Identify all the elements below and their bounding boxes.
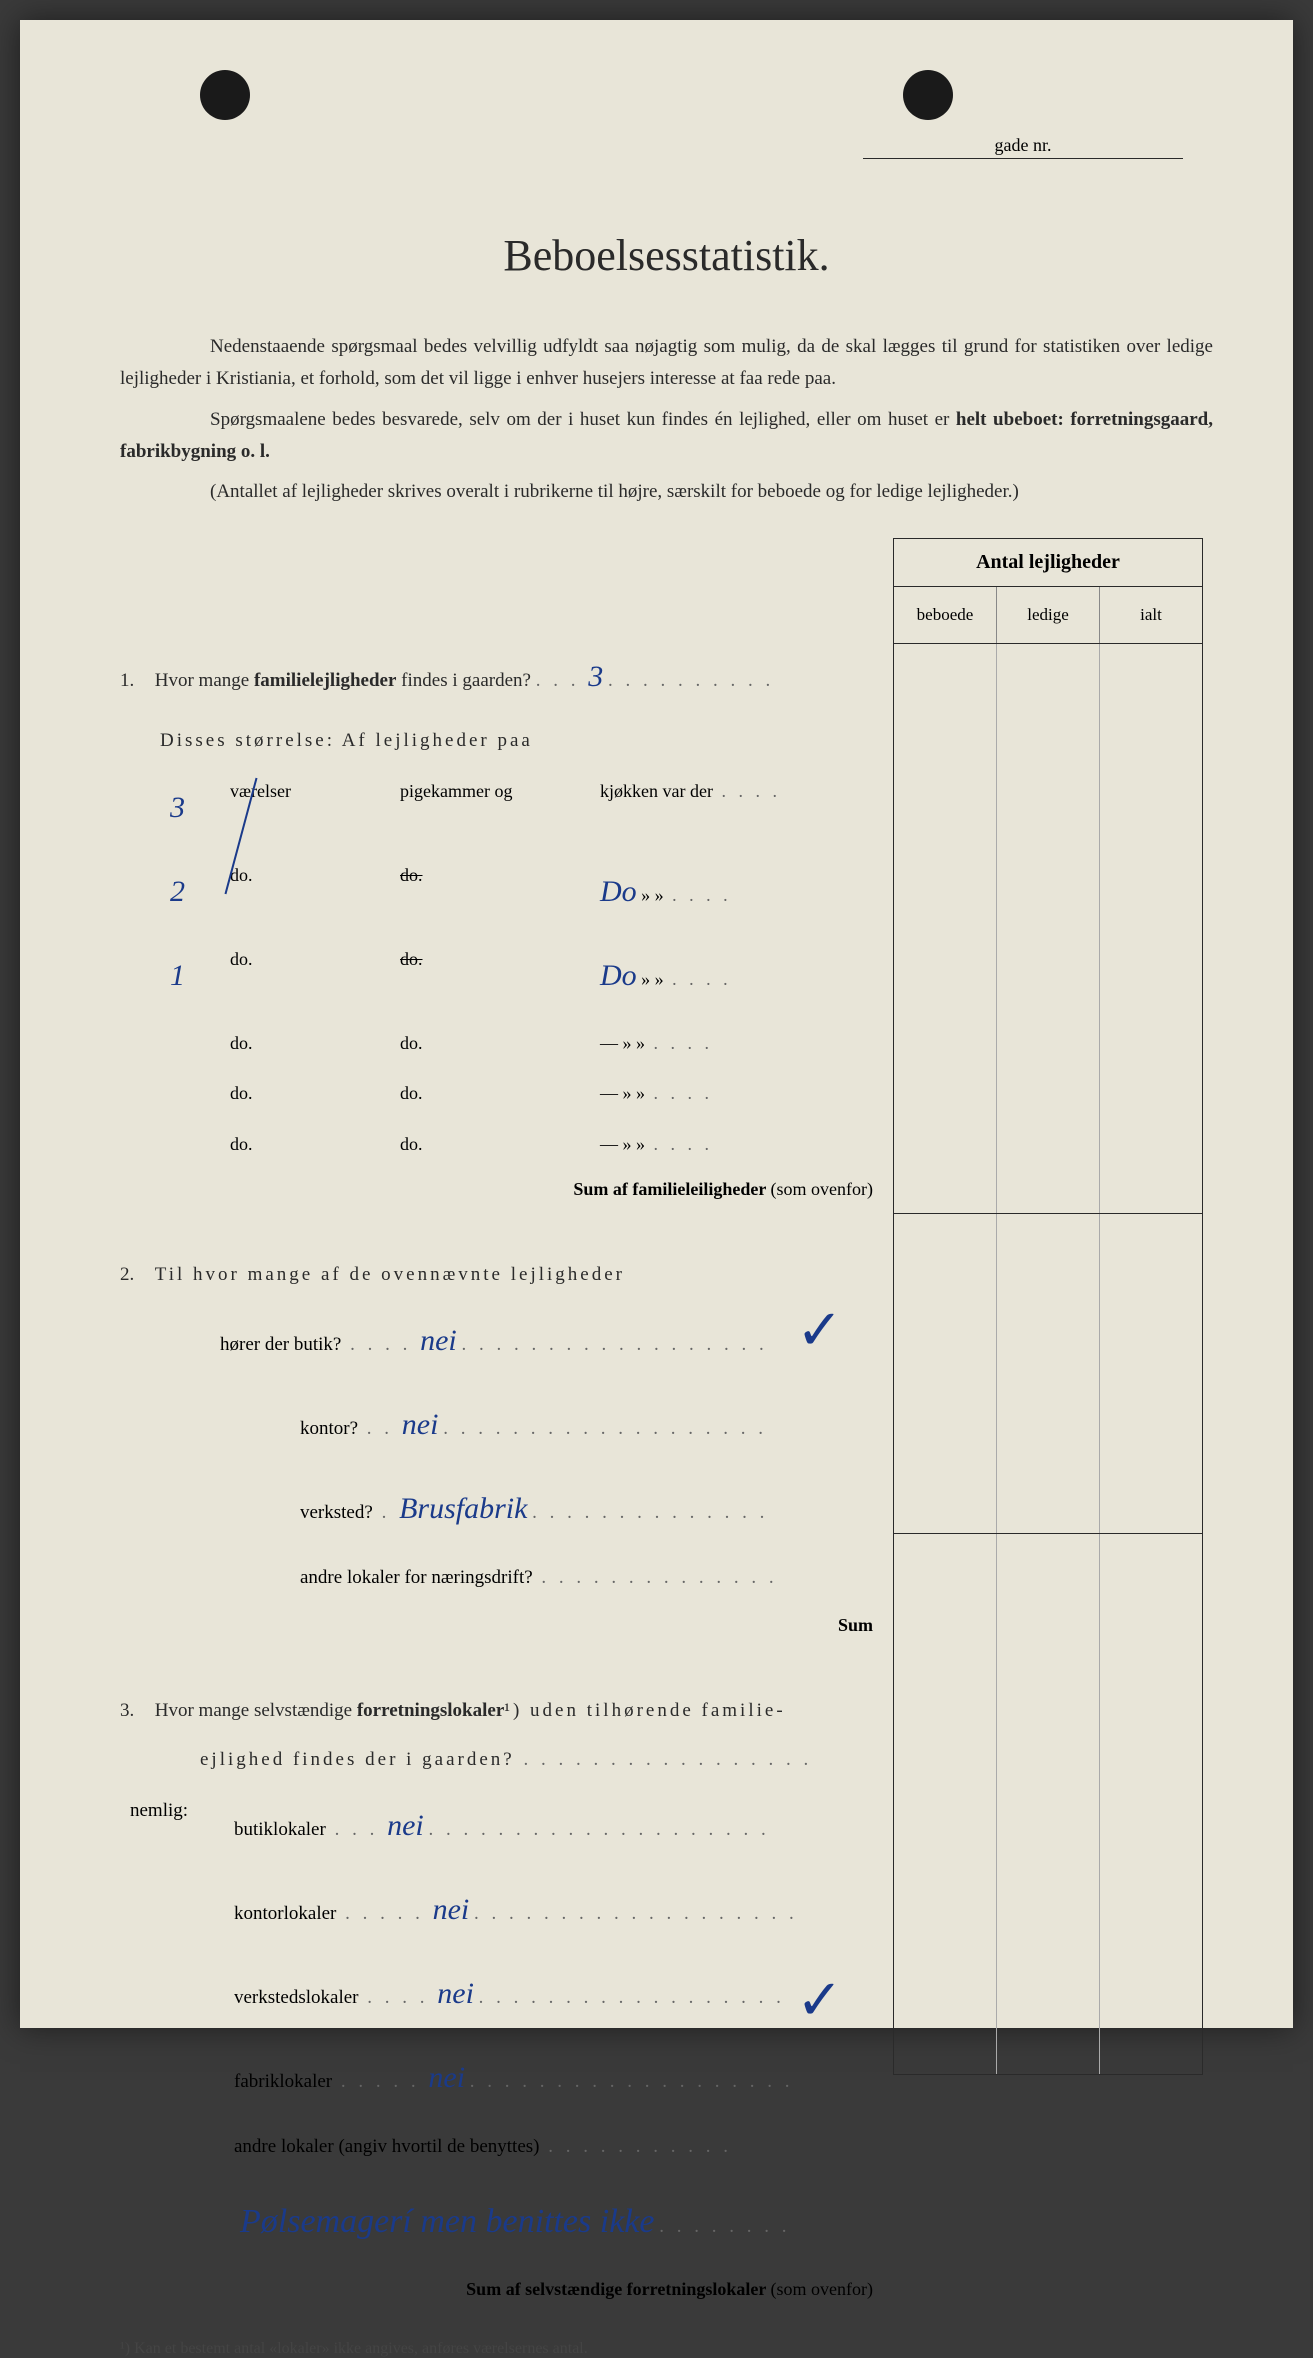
count-table: Antal lejligheder beboede ledige ialt: [893, 538, 1203, 2075]
q3-text: 3. Hvor mange selvstændige forretningslo…: [120, 1686, 873, 1735]
intro-paragraph-2: Spørgsmaalene bedes besvarede, selv om d…: [120, 404, 1213, 469]
table-header: Antal lejligheder beboede ledige ialt: [894, 539, 1202, 644]
punch-hole-right: [903, 70, 953, 120]
q3-nemlig: nemlig:: [130, 1784, 230, 1837]
col-ledige: ledige: [997, 587, 1100, 643]
checkmark-1: ✓: [796, 1298, 843, 1363]
q3-row-3: fabriklokaler . . . . . nei . . . . . . …: [234, 2036, 798, 2120]
q3-row-0: butiklokaler . . . nei . . . . . . . . .…: [234, 1784, 798, 1868]
intro-paragraph-1: Nedenstaaende spørgsmaal bedes velvillig…: [120, 331, 1213, 396]
q1-sum: Sum af familieleiligheder (som ovenfor): [120, 1179, 873, 1200]
table-body-2: [894, 1214, 1202, 1534]
table-columns: beboede ledige ialt: [894, 587, 1202, 643]
q3-extra-hw: Pølsemagerí men benittes ikke . . . . . …: [240, 2174, 1213, 2269]
checkmark-2: ✓: [796, 1968, 843, 2033]
table-body-1: [894, 644, 1202, 1214]
document-page: gade nr. Beboelsesstatistik. Nedenstaaen…: [20, 20, 1293, 2028]
table-body-3: [894, 1534, 1202, 2074]
q2-sum: Sum: [120, 1615, 873, 1636]
q3-row-4: andre lokaler (angiv hvortil de benyttes…: [234, 2120, 798, 2173]
q3-sum: Sum af selvstændige forretningslokaler (…: [120, 2279, 873, 2300]
q2-text: 2. Til hvor mange af de ovennævnte lejli…: [120, 1250, 873, 1299]
q3-line2: ejlighed findes der i gaarden? . . . . .…: [200, 1735, 873, 1784]
content-area: Antal lejligheder beboede ledige ialt 1.: [120, 538, 1213, 2357]
document-title: Beboelsesstatistik.: [120, 230, 1213, 281]
col-ialt: ialt: [1100, 587, 1202, 643]
q3-row-1: kontorlokaler . . . . . nei . . . . . . …: [234, 1868, 798, 1952]
punch-hole-left: [200, 70, 250, 120]
q1-text: 1. Hvor mange familielejligheder findes …: [120, 638, 873, 716]
intro-paragraph-3: (Antallet af lejligheder skrives overalt…: [120, 476, 1213, 508]
q1-answer: 3: [588, 638, 603, 716]
gade-nr-field: gade nr.: [863, 135, 1183, 159]
q3-row-2: verkstedslokaler . . . . nei . . . . . .…: [234, 1952, 798, 2036]
q1-subhead: Disses størrelse: Af lejligheder paa: [160, 716, 873, 765]
table-title: Antal lejligheder: [894, 539, 1202, 587]
col-beboede: beboede: [894, 587, 997, 643]
footnote: ¹) Kan et bestemt antal «lokaler» ikke a…: [120, 2340, 1213, 2358]
